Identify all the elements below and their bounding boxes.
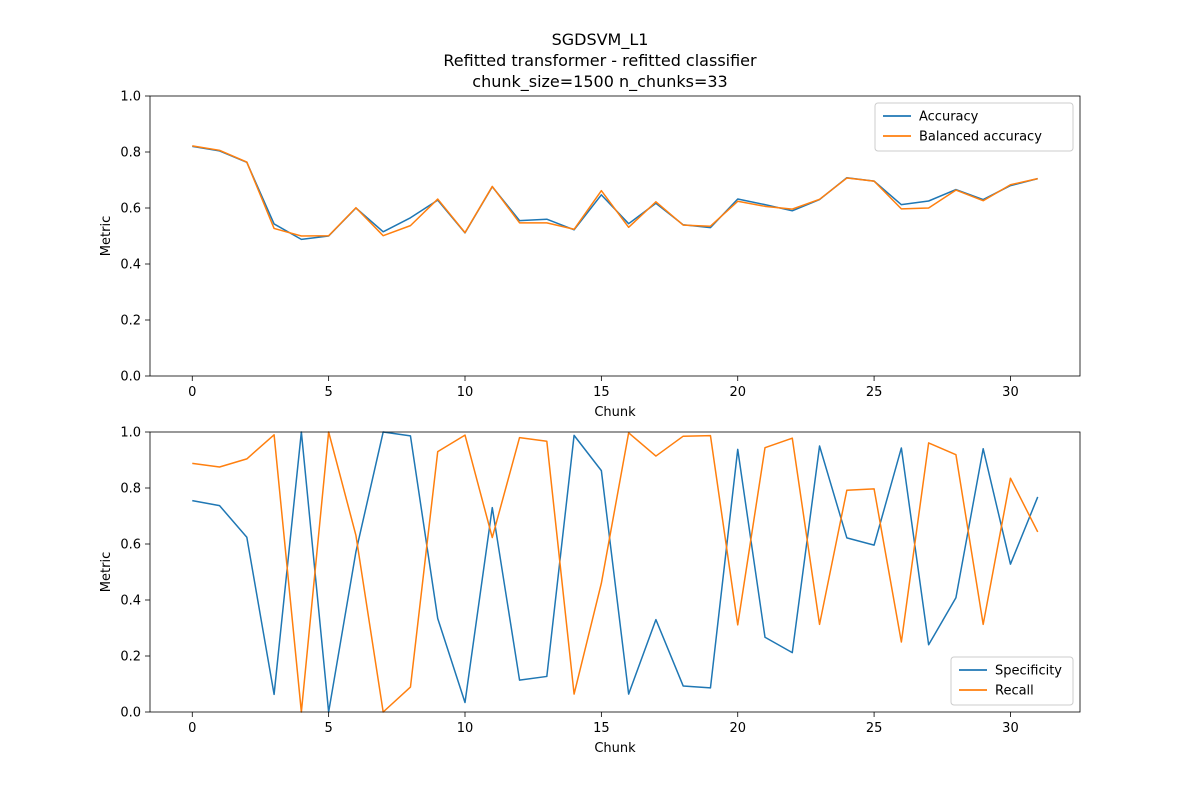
panel-2-ytick-label: 0.6 <box>120 538 141 553</box>
panel-1-ytick-label: 0.4 <box>120 258 141 273</box>
panel-2-legend-box <box>950 656 1074 706</box>
panel-1-legend-label: Balanced accuracy <box>919 130 1042 145</box>
panel-1-axes-frame <box>149 95 1081 377</box>
panel-2-legend-label: Recall <box>995 684 1034 699</box>
panel-2-ytick-label: 0.2 <box>120 650 141 665</box>
panel-2-xtick-label: 30 <box>1002 721 1019 736</box>
panel-2-xlabel: Chunk <box>594 741 636 756</box>
panel-1-legend-label: Accuracy <box>919 110 979 125</box>
panel-1-series-accuracy-line <box>192 145 1038 241</box>
panel-2-xtick-label: 10 <box>457 721 474 736</box>
panel-2-series-specificity-line <box>192 431 1039 713</box>
figure-title: SGDSVM_L1 <box>551 30 649 49</box>
panel-1-xtick-label: 20 <box>729 385 746 400</box>
figure-subtitle-1: Refitted transformer - refitted classifi… <box>443 51 757 70</box>
panel-1-ytick-label: 0.8 <box>120 146 141 161</box>
panel-1-xlabel: Chunk <box>594 405 636 420</box>
panel-1-xtick-label: 30 <box>1002 385 1019 400</box>
panel-2-ytick-label: 0.4 <box>120 594 141 609</box>
panel-1-ylabel: Metric <box>99 216 114 256</box>
panel-1-series-balanced-accuracy-line <box>192 145 1038 237</box>
panel-1-xtick-label: 15 <box>593 385 610 400</box>
panel-2-ytick-label: 0.8 <box>120 482 141 497</box>
panel-1-ytick-label: 1.0 <box>120 90 141 105</box>
panel-2-xtick-label: 20 <box>729 721 746 736</box>
figure-subtitle-2: chunk_size=1500 n_chunks=33 <box>472 72 728 91</box>
panel-2-xtick-label: 5 <box>324 721 332 736</box>
panel-1-ytick-label: 0.0 <box>120 370 141 385</box>
panel-2-ylabel: Metric <box>99 552 114 592</box>
panel-2-legend-label: Specificity <box>995 664 1062 679</box>
panel-2-xtick-label: 15 <box>593 721 610 736</box>
panel-1-xtick-label: 10 <box>457 385 474 400</box>
panel-2-xtick-label: 0 <box>188 721 196 736</box>
panel-2-xtick-label: 25 <box>866 721 883 736</box>
panel-2-ytick-label: 0.0 <box>120 706 141 721</box>
panel-1-xtick-label: 5 <box>324 385 332 400</box>
panel-1-ytick-label: 0.6 <box>120 202 141 217</box>
panel-1-xtick-label: 25 <box>866 385 883 400</box>
panel-2-axes-frame <box>149 431 1081 713</box>
panel-1-legend-box <box>874 102 1074 152</box>
panel-2-ytick-label: 1.0 <box>120 426 141 441</box>
panel-1-ytick-label: 0.2 <box>120 314 141 329</box>
panel-1-xtick-label: 0 <box>188 385 196 400</box>
panel-2-series-recall-line <box>192 431 1039 713</box>
